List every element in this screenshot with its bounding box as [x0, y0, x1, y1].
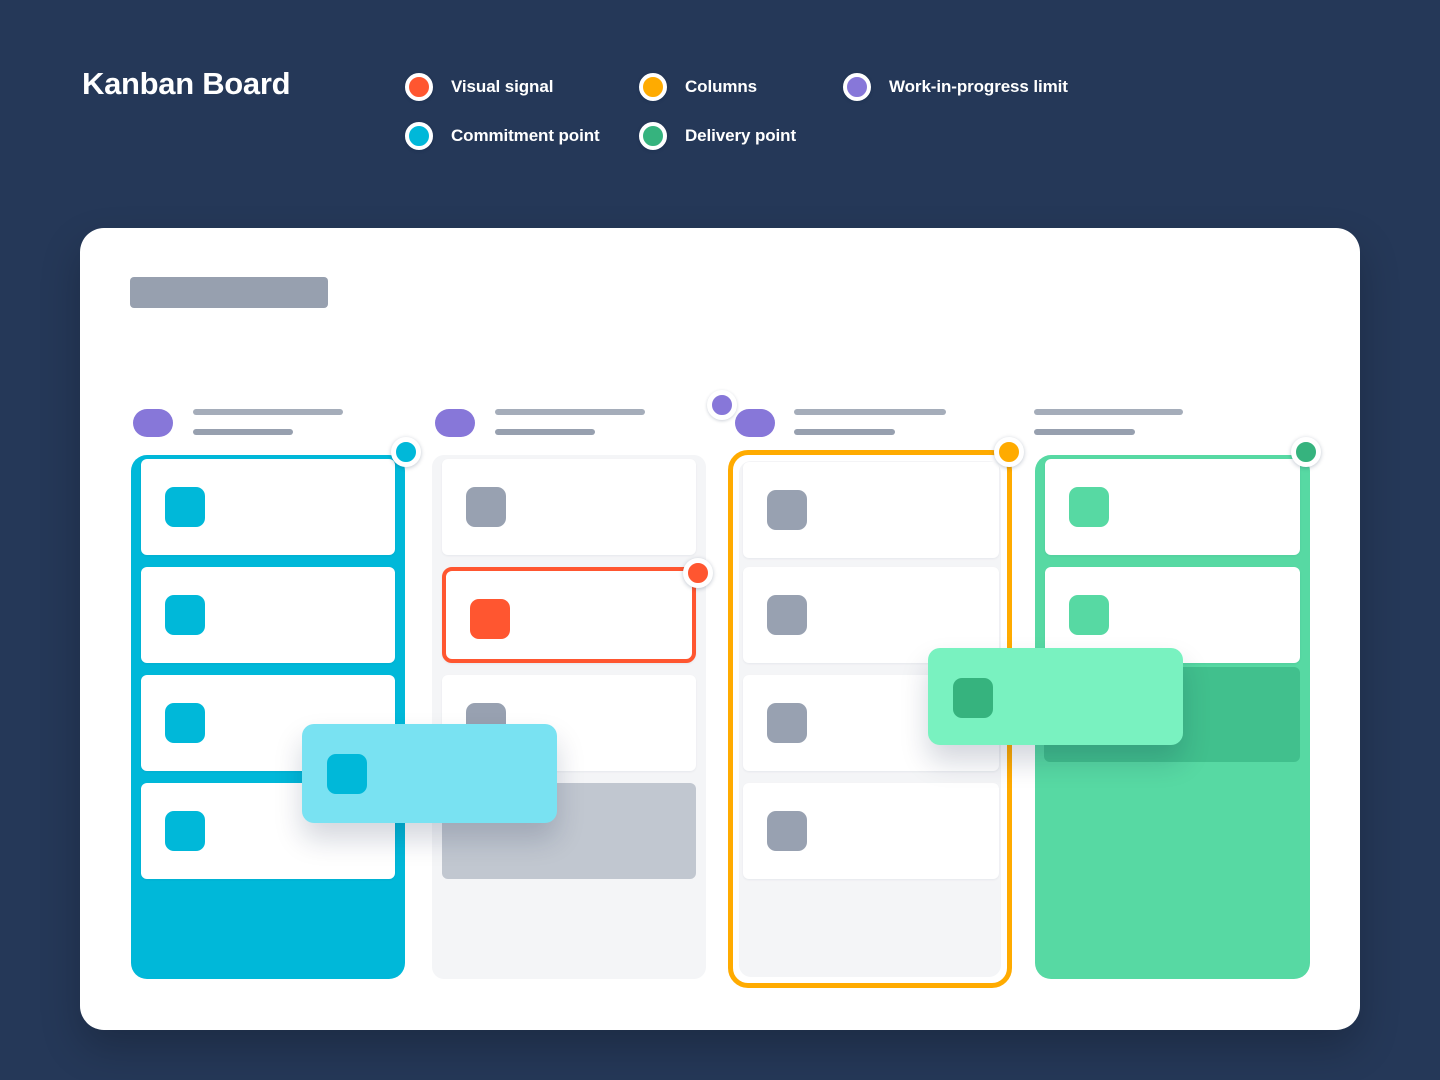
kanban-card [1045, 567, 1300, 663]
wip-limit-dot-icon [843, 73, 871, 101]
legend-label: Commitment point [451, 126, 600, 145]
kanban-card [1045, 459, 1300, 555]
kanban-card [743, 567, 999, 663]
card-icon [1069, 595, 1109, 635]
columns-dot-icon [639, 73, 667, 101]
visual-signal-point-dot-icon [683, 558, 713, 588]
card-icon [466, 487, 506, 527]
kanban-card [743, 783, 999, 879]
card-icon [470, 599, 510, 639]
kanban-board-illustration [80, 228, 1360, 1030]
text-placeholder-line [495, 429, 595, 435]
legend-item-wip-limit: Work-in-progress limit [843, 73, 1068, 101]
kanban-card [141, 567, 395, 663]
card-icon [953, 678, 993, 718]
column-2-header-pill [435, 409, 475, 437]
card-icon [165, 595, 205, 635]
wip-limit-badge-icon [707, 390, 737, 420]
card-icon [165, 811, 205, 851]
column-1-header-pill [133, 409, 173, 437]
text-placeholder-line [794, 429, 895, 435]
dragging-card-green [928, 648, 1183, 745]
board-title-placeholder [130, 277, 328, 308]
card-icon [767, 703, 807, 743]
kanban-card [442, 459, 696, 555]
legend-label: Work-in-progress limit [889, 77, 1068, 96]
commitment-point-dot-icon [405, 122, 433, 150]
column-3-header-pill [735, 409, 775, 437]
legend-item-columns: Columns [639, 73, 757, 101]
delivery-point-dot-icon [639, 122, 667, 150]
text-placeholder-line [193, 409, 343, 415]
legend-label: Columns [685, 77, 758, 96]
card-icon [767, 490, 807, 530]
card-icon [165, 703, 205, 743]
legend-item-visual-signal: Visual signal [405, 73, 553, 101]
kanban-card [743, 462, 999, 558]
text-placeholder-line [495, 409, 645, 415]
legend-label: Visual signal [451, 77, 554, 96]
card-icon [1069, 487, 1109, 527]
card-icon [767, 595, 807, 635]
legend-label: Delivery point [685, 126, 797, 145]
visual-signal-dot-icon [405, 73, 433, 101]
columns-point-dot-icon [994, 437, 1024, 467]
text-placeholder-line [794, 409, 946, 415]
legend-item-delivery-point: Delivery point [639, 122, 796, 150]
legend-item-commitment-point: Commitment point [405, 122, 600, 150]
page-title: Kanban Board [82, 66, 291, 101]
card-icon [327, 754, 367, 794]
text-placeholder-line [1034, 409, 1183, 415]
card-icon [165, 487, 205, 527]
text-placeholder-line [193, 429, 293, 435]
kanban-card [141, 459, 395, 555]
delivery-point-dot-icon [1291, 437, 1321, 467]
commitment-point-dot-icon [391, 437, 421, 467]
dragging-card-cyan [302, 724, 557, 823]
text-placeholder-line [1034, 429, 1135, 435]
card-icon [767, 811, 807, 851]
kanban-card-visual-signal [442, 567, 696, 663]
